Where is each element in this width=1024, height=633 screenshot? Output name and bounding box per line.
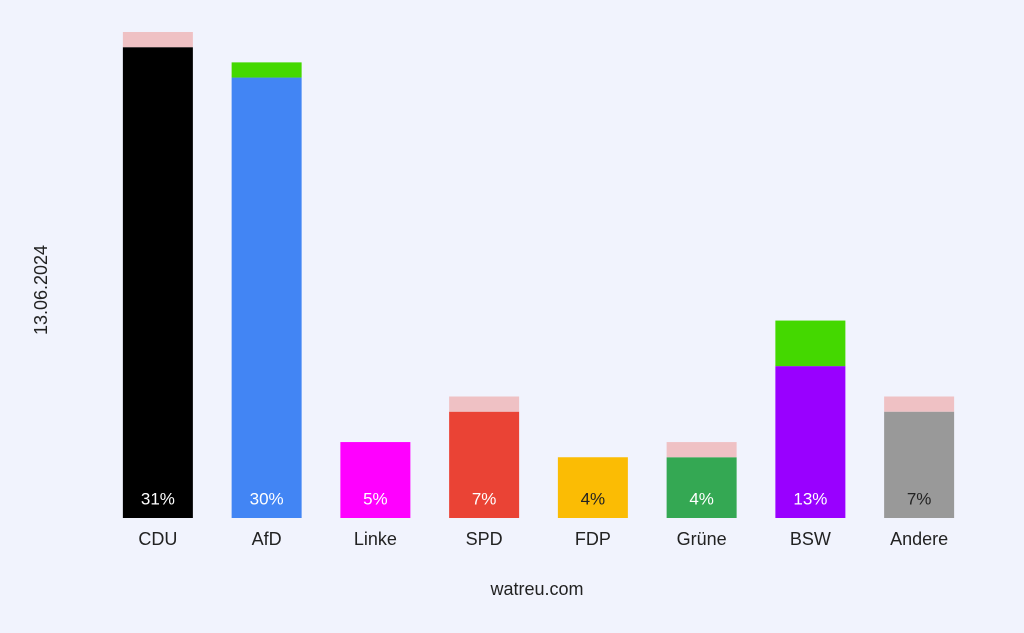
value-label: 7% bbox=[907, 489, 932, 508]
bar bbox=[122, 47, 193, 518]
bar bbox=[666, 457, 737, 518]
x-tick-label: Grüne bbox=[677, 529, 727, 549]
value-label: 7% bbox=[472, 489, 497, 508]
value-label: 31% bbox=[141, 489, 175, 508]
x-tick-label: SPD bbox=[466, 529, 503, 549]
loss-segment bbox=[449, 396, 520, 412]
gain-segment bbox=[775, 320, 846, 367]
x-tick-label: CDU bbox=[138, 529, 177, 549]
bar bbox=[557, 457, 628, 518]
bar bbox=[231, 77, 302, 518]
gain-segment bbox=[231, 62, 302, 78]
x-axis-label: watreu.com bbox=[489, 579, 583, 599]
x-tick-label: FDP bbox=[575, 529, 611, 549]
loss-segment bbox=[884, 396, 955, 412]
value-label: 13% bbox=[793, 489, 827, 508]
value-label: 4% bbox=[689, 489, 714, 508]
bar bbox=[884, 411, 955, 518]
loss-segment bbox=[666, 442, 737, 458]
x-tick-label: AfD bbox=[252, 529, 282, 549]
x-tick-label: Andere bbox=[890, 529, 948, 549]
y-axis-label: 13.06.2024 bbox=[31, 245, 51, 335]
value-label: 5% bbox=[363, 489, 388, 508]
bar bbox=[340, 442, 411, 518]
x-tick-label: BSW bbox=[790, 529, 831, 549]
loss-segment bbox=[122, 32, 193, 48]
value-label: 30% bbox=[250, 489, 284, 508]
bar bbox=[775, 366, 846, 518]
bar bbox=[449, 411, 520, 518]
x-tick-label: Linke bbox=[354, 529, 397, 549]
value-label: 4% bbox=[581, 489, 606, 508]
